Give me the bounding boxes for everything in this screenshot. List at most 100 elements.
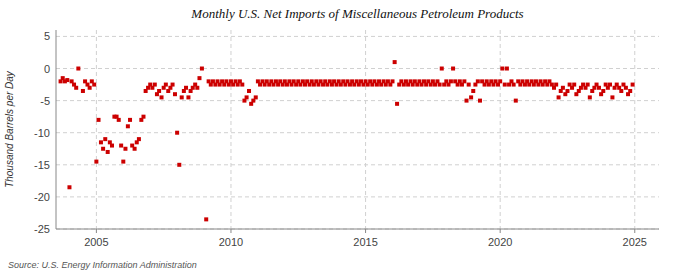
point xyxy=(92,83,96,87)
tick-label: -20 xyxy=(34,191,50,203)
point xyxy=(512,83,516,87)
tick-mark xyxy=(230,229,231,233)
tick-label: 2025 xyxy=(623,236,647,248)
point xyxy=(254,95,258,99)
point xyxy=(128,118,132,122)
tick-mark xyxy=(634,229,635,233)
source-note: Source: U.S. Energy Information Administ… xyxy=(8,260,197,270)
grid-line xyxy=(500,30,501,229)
point xyxy=(572,83,576,87)
point xyxy=(177,163,181,167)
point xyxy=(390,79,394,83)
point xyxy=(200,67,204,71)
point xyxy=(76,67,80,71)
point xyxy=(88,86,92,90)
point xyxy=(175,131,179,135)
chart: 50-5-10-15-20-2520052010201520202025Mont… xyxy=(0,0,675,275)
point xyxy=(141,115,145,119)
grid-line xyxy=(96,30,97,229)
point xyxy=(608,83,612,87)
point xyxy=(180,95,184,99)
point xyxy=(67,185,71,189)
point xyxy=(557,95,561,99)
point xyxy=(94,160,98,164)
point xyxy=(462,79,466,83)
point xyxy=(610,95,614,99)
grid-line xyxy=(56,229,659,230)
point xyxy=(137,137,141,141)
point xyxy=(121,160,125,164)
points xyxy=(59,60,635,221)
point xyxy=(99,140,103,144)
point xyxy=(153,83,157,87)
point xyxy=(514,99,518,103)
tick-mark xyxy=(96,229,97,233)
point xyxy=(81,89,85,93)
y-axis-line xyxy=(56,30,57,229)
point xyxy=(588,95,592,99)
point xyxy=(478,99,482,103)
point xyxy=(204,217,208,221)
point xyxy=(561,86,565,90)
point xyxy=(476,79,480,83)
grid-line xyxy=(56,100,659,101)
point xyxy=(97,118,101,122)
title: Monthly U.S. Net Imports of Miscellaneou… xyxy=(190,6,523,21)
tick-label: 0 xyxy=(44,63,50,75)
point xyxy=(133,147,137,151)
point xyxy=(451,67,455,71)
point xyxy=(164,83,168,87)
point xyxy=(119,144,123,148)
tick-label: 2020 xyxy=(488,236,512,248)
point xyxy=(449,79,453,83)
axes: 50-5-10-15-20-2520052010201520202025 xyxy=(34,30,659,248)
point xyxy=(123,147,127,151)
tick-label: 5 xyxy=(44,30,50,42)
point xyxy=(197,76,201,80)
point xyxy=(195,86,199,90)
point xyxy=(505,67,509,71)
tick-label: 2010 xyxy=(219,236,243,248)
tick-label: 2015 xyxy=(353,236,377,248)
point xyxy=(498,79,502,83)
point xyxy=(586,83,590,87)
tick-label: -15 xyxy=(34,159,50,171)
grid xyxy=(56,30,659,229)
point xyxy=(628,89,632,93)
point xyxy=(554,83,558,87)
tick-mark xyxy=(500,229,501,233)
point xyxy=(247,89,251,93)
grid-line xyxy=(56,196,659,197)
tick-label: -25 xyxy=(34,223,50,235)
point xyxy=(101,147,105,151)
grid-line xyxy=(634,30,635,229)
point xyxy=(110,144,114,148)
point xyxy=(160,95,164,99)
point xyxy=(395,102,399,106)
background xyxy=(0,0,675,275)
tick-label: 2005 xyxy=(84,236,108,248)
point xyxy=(184,86,188,90)
point xyxy=(467,83,471,87)
grid-line xyxy=(56,36,659,37)
point xyxy=(393,60,397,64)
tick-label: -5 xyxy=(40,95,50,107)
point xyxy=(597,86,601,90)
grid-line xyxy=(56,132,659,133)
point xyxy=(126,124,130,128)
point xyxy=(117,118,121,122)
point xyxy=(245,95,249,99)
x-axis-line xyxy=(56,229,659,230)
point xyxy=(619,89,623,93)
point xyxy=(438,83,442,87)
grid-line xyxy=(56,164,659,165)
point xyxy=(500,67,504,71)
point xyxy=(601,89,605,93)
point xyxy=(186,95,190,99)
grid-line xyxy=(56,68,659,69)
y-axis-label: Thousand Barrels per Day xyxy=(4,70,15,188)
point xyxy=(469,95,473,99)
point xyxy=(171,83,175,87)
point xyxy=(631,83,635,87)
point xyxy=(65,78,69,82)
